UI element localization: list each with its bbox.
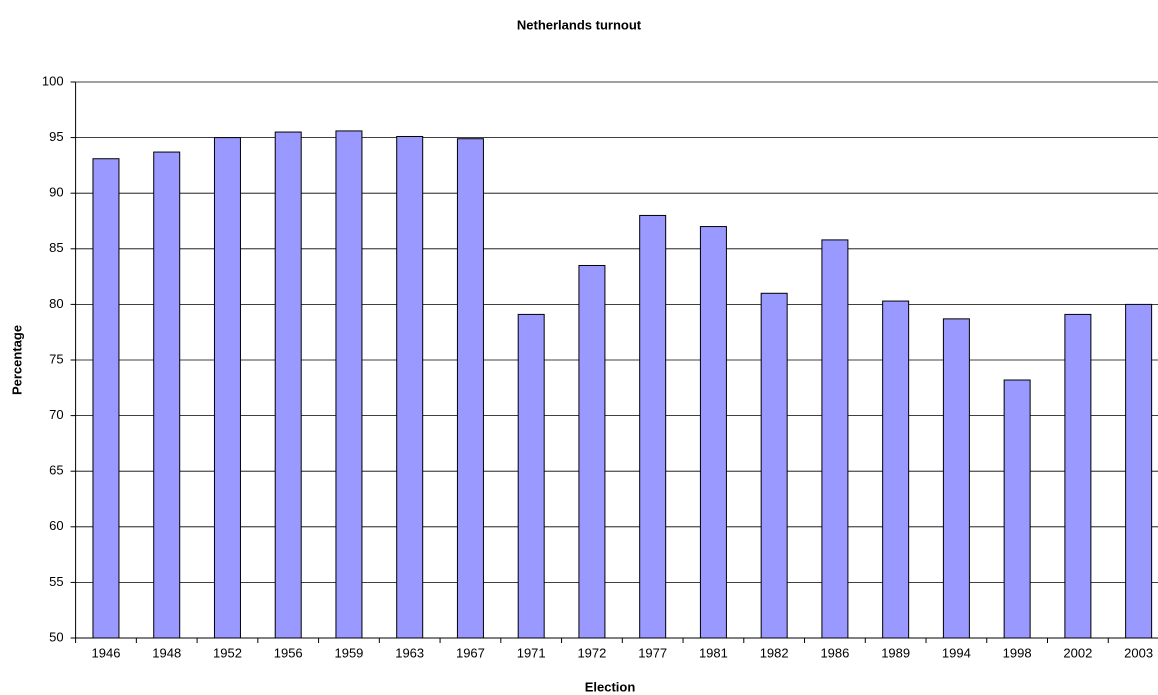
bar: [153, 151, 181, 639]
x-tick-label: 1971: [517, 645, 546, 660]
bar: [456, 138, 484, 639]
y-tick-label: 60: [49, 518, 63, 533]
bar: [760, 292, 788, 639]
x-tick-label: 1972: [577, 645, 606, 660]
x-tick-label: 1952: [213, 645, 242, 660]
x-tick-label: 1981: [699, 645, 728, 660]
bar: [335, 130, 363, 639]
x-tick-label: 1977: [638, 645, 667, 660]
x-tick-label: 1994: [942, 645, 971, 660]
y-tick-label: 70: [49, 407, 63, 422]
y-tick-label: 75: [49, 351, 63, 366]
bar: [213, 137, 241, 639]
y-tick-label: 85: [49, 240, 63, 255]
bar: [1064, 313, 1092, 639]
bar: [274, 131, 302, 639]
x-tick-label: 1967: [456, 645, 485, 660]
x-tick-label: 2003: [1124, 645, 1153, 660]
x-axis-label: Election: [585, 679, 636, 694]
bar: [882, 300, 910, 639]
bar: [517, 313, 545, 639]
bar: [1003, 379, 1031, 639]
y-tick-label: 65: [49, 463, 63, 478]
bar: [396, 135, 424, 639]
bar: [821, 239, 849, 639]
chart-title: Netherlands turnout: [517, 17, 642, 32]
x-tick-label: 1959: [334, 645, 363, 660]
y-tick-label: 90: [49, 185, 63, 200]
bar: [699, 226, 727, 639]
y-tick-label: 50: [49, 629, 63, 644]
x-tick-label: 1946: [92, 645, 121, 660]
x-tick-label: 1982: [760, 645, 789, 660]
bar: [578, 264, 606, 639]
x-tick-label: 2002: [1063, 645, 1092, 660]
x-tick-label: 1963: [395, 645, 424, 660]
y-tick-label: 100: [42, 73, 64, 88]
x-tick-label: 1956: [274, 645, 303, 660]
bar: [92, 158, 120, 639]
y-axis-label: Percentage: [9, 325, 24, 395]
y-tick-label: 95: [49, 129, 63, 144]
y-tick-label: 55: [49, 574, 63, 589]
x-tick-label: 1948: [152, 645, 181, 660]
x-tick-label: 1989: [881, 645, 910, 660]
bar: [1125, 303, 1153, 639]
x-tick-label: 1998: [1003, 645, 1032, 660]
x-tick-label: 1986: [820, 645, 849, 660]
y-tick-label: 80: [49, 296, 63, 311]
bar: [942, 318, 970, 639]
bar: [639, 214, 667, 639]
